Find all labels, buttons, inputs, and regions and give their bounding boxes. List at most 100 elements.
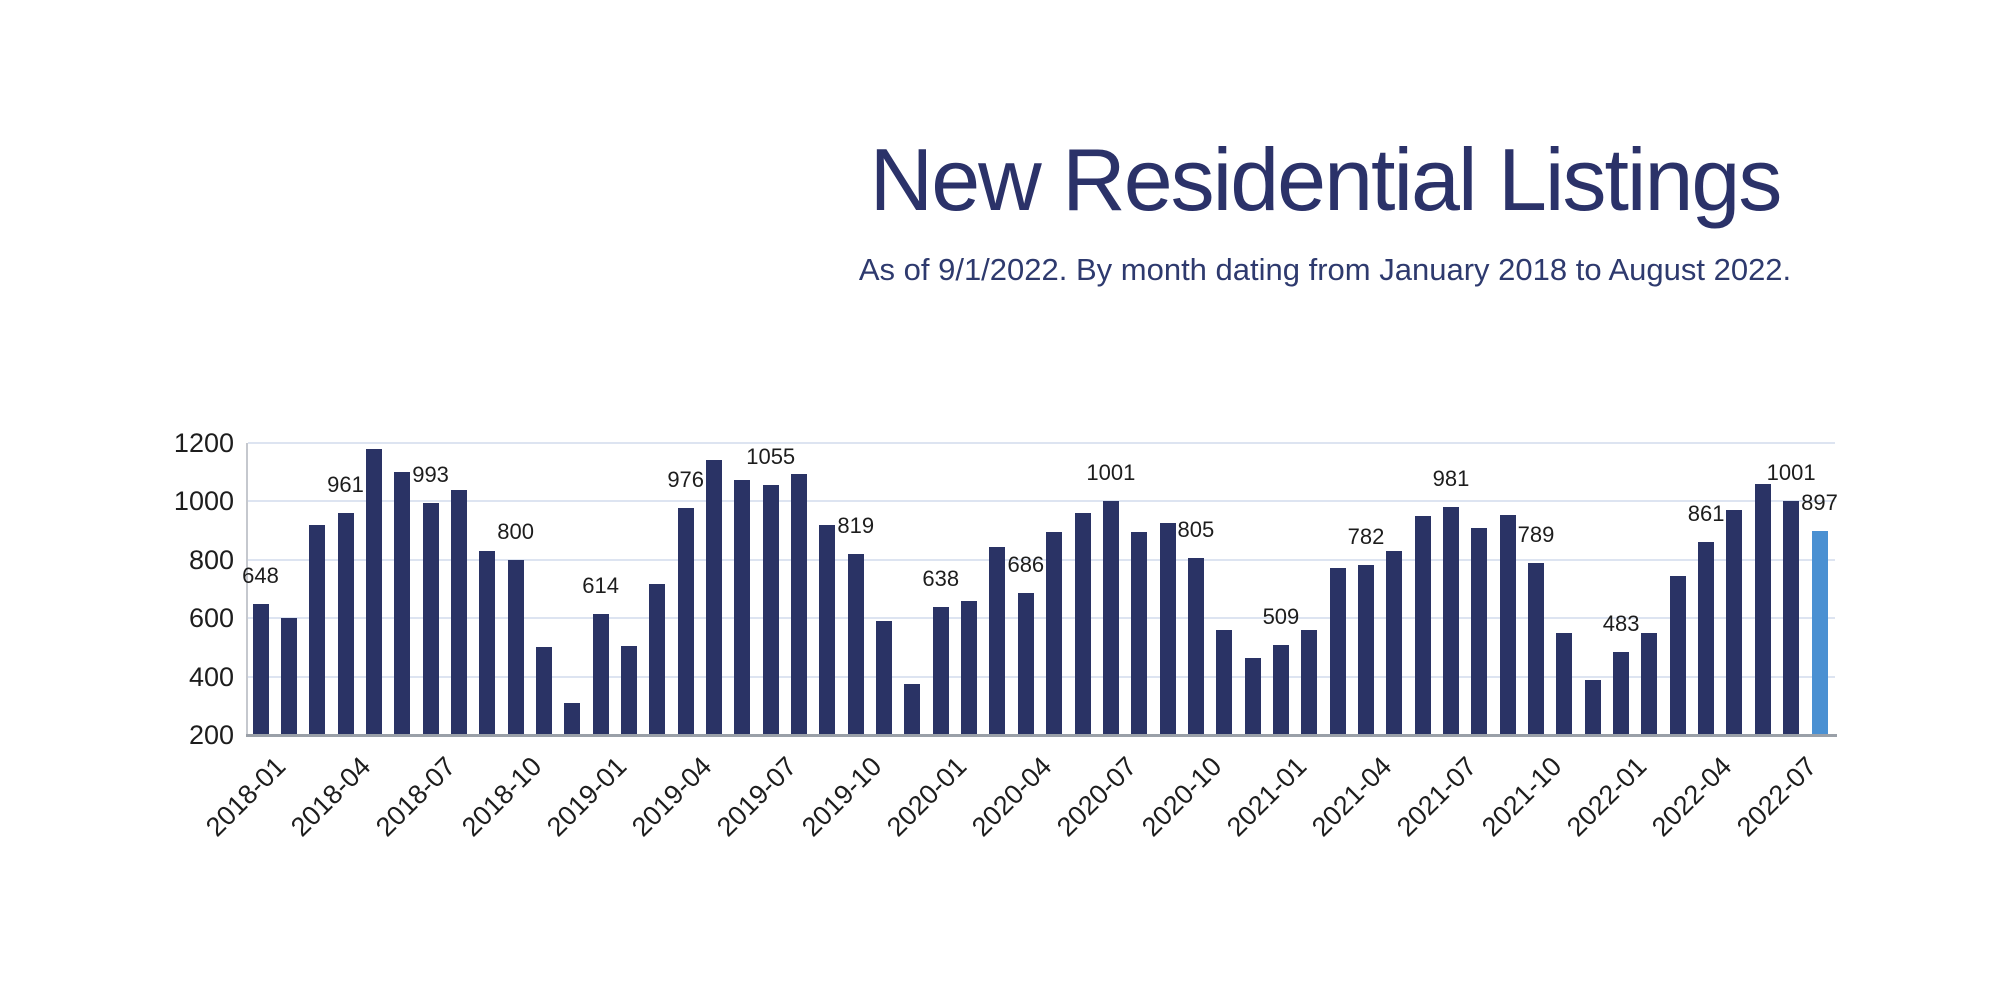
bar [734, 480, 751, 735]
bar [535, 647, 552, 735]
gridline [248, 558, 1835, 561]
bar-value-label: 976 [667, 467, 705, 493]
bar [932, 607, 949, 735]
bar-value-label: 961 [327, 471, 364, 497]
bar [1613, 652, 1630, 735]
x-axis-line [246, 734, 1837, 737]
gridline [248, 675, 1835, 678]
bar [677, 508, 694, 735]
bar-value-label: 800 [497, 518, 534, 544]
bar [450, 489, 467, 735]
bar-value-label: 861 [1687, 501, 1725, 526]
bar [422, 503, 439, 735]
bar [791, 473, 808, 735]
bar [1698, 542, 1715, 735]
bar-value-label: 805 [1177, 517, 1215, 543]
x-tick-label: 2019-04 [625, 751, 717, 843]
x-tick-label: 2020-07 [1050, 751, 1143, 843]
bar [904, 683, 921, 735]
bar [365, 448, 382, 735]
plot-area: 200 400 600 800 1000 1200 648 961 993 800 614 976 10… [174, 428, 1838, 842]
gridline [248, 617, 1835, 620]
bar [762, 485, 779, 735]
bar-value-label: 483 [1602, 611, 1640, 637]
x-tick-label: 2019-01 [540, 751, 632, 843]
bar [1726, 510, 1743, 735]
bar-value-label: 686 [1007, 552, 1045, 578]
bar [1386, 551, 1403, 735]
bar-value-label: 1001 [1766, 460, 1816, 486]
bar [1216, 629, 1233, 735]
bar [1301, 629, 1318, 735]
bar [876, 621, 893, 735]
bar [1074, 513, 1091, 735]
bar [1669, 575, 1686, 735]
bar-value-label: 614 [582, 573, 619, 599]
bar-value-label: 1055 [746, 444, 796, 470]
x-tick-label: 2022-01 [1561, 751, 1653, 843]
y-tick-label: 200 [188, 720, 234, 750]
y-tick-label: 1200 [173, 428, 234, 458]
y-tick-label: 1000 [173, 486, 234, 517]
x-tick-label: 2019-10 [795, 751, 887, 843]
y-tick-label: 600 [188, 603, 234, 634]
x-tick-label: 2020-01 [880, 751, 973, 843]
bar [309, 524, 326, 735]
x-tick-label: 2021-07 [1390, 751, 1483, 843]
bar [819, 524, 836, 735]
bar [1017, 593, 1034, 735]
bar [649, 583, 666, 735]
bar [1414, 516, 1431, 735]
bar [507, 559, 524, 735]
x-tick-label: 2018-04 [285, 751, 377, 843]
gridline [248, 500, 1835, 503]
bar [1329, 567, 1346, 735]
bar [394, 472, 411, 735]
bar-value-label: 981 [1432, 465, 1470, 491]
bar [1556, 632, 1573, 735]
x-tick-label: 2018-07 [370, 751, 462, 843]
chart-title: New Residential Listings [869, 130, 1783, 229]
bar-value-label: 782 [1347, 524, 1385, 550]
bar [1159, 523, 1176, 735]
bar [479, 551, 496, 735]
x-tick-label: 2020-10 [1135, 751, 1228, 843]
bar-value-label: 789 [1517, 522, 1555, 548]
bar [1102, 501, 1119, 735]
bar-value-label: 897 [1801, 490, 1838, 516]
bar [989, 546, 1006, 735]
bar [1584, 679, 1601, 735]
x-tick-label: 2021-10 [1475, 751, 1568, 843]
bar [1641, 632, 1658, 735]
x-tick-label: 2022-04 [1646, 751, 1738, 843]
bar [706, 459, 723, 735]
bar [337, 512, 354, 735]
x-tick-label: 2021-04 [1305, 751, 1398, 843]
y-tick-label: 400 [188, 661, 234, 692]
bar [1357, 565, 1374, 735]
bar-value-label: 1001 [1086, 460, 1136, 486]
bar-value-label: 993 [412, 462, 449, 488]
bar-value-label: 648 [242, 563, 279, 589]
bar [1754, 484, 1771, 735]
bar [1811, 531, 1828, 735]
bar [1272, 644, 1289, 735]
bar [252, 604, 269, 735]
bar [1046, 532, 1063, 735]
bar [1471, 527, 1488, 735]
bar [1528, 563, 1545, 735]
chart-subtitle: As of 9/1/2022. By month dating from Jan… [858, 252, 1792, 287]
gridline [248, 442, 1835, 444]
bar-value-label: 819 [837, 513, 875, 539]
x-tick-label: 2022-07 [1731, 751, 1823, 843]
y-axis-line [246, 443, 248, 735]
bar [564, 702, 581, 735]
bar-value-label: 638 [922, 566, 960, 592]
bar [1783, 501, 1800, 735]
bar [592, 614, 609, 735]
bar-value-label: 509 [1262, 603, 1300, 629]
x-tick-label: 2021-01 [1220, 751, 1313, 843]
bar [280, 617, 297, 735]
x-tick-label: 2018-01 [200, 751, 292, 843]
